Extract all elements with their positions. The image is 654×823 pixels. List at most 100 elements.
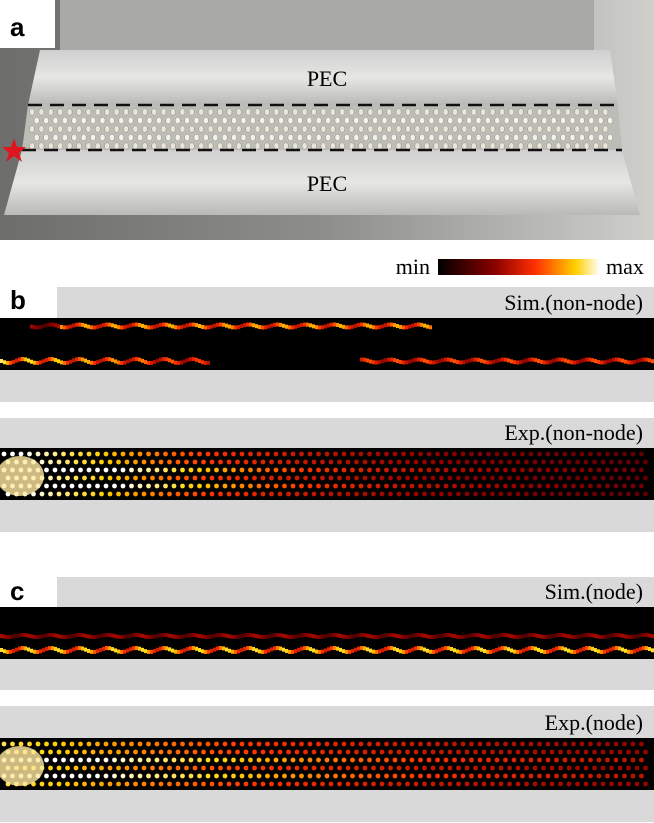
field-spot bbox=[189, 633, 192, 638]
field-spot bbox=[513, 649, 516, 654]
field-spot bbox=[358, 741, 364, 747]
field-spot bbox=[248, 757, 253, 763]
field-spot bbox=[405, 649, 408, 654]
rod bbox=[250, 116, 256, 125]
rod bbox=[452, 142, 458, 150]
field-spot bbox=[618, 633, 621, 638]
field-spot bbox=[72, 358, 75, 363]
rod bbox=[499, 125, 505, 133]
field-spot bbox=[218, 781, 223, 787]
field-spot bbox=[320, 459, 325, 465]
field-spot bbox=[366, 358, 369, 363]
field-spot bbox=[214, 773, 219, 779]
field-spot bbox=[546, 634, 549, 639]
field-spot bbox=[42, 648, 45, 653]
field-spot bbox=[358, 467, 364, 473]
rod bbox=[57, 142, 64, 150]
field-spot bbox=[112, 741, 117, 747]
rod bbox=[423, 142, 430, 150]
field-spot bbox=[456, 749, 461, 755]
field-spot bbox=[520, 483, 525, 489]
field-spot bbox=[600, 749, 606, 755]
field-spot bbox=[566, 491, 572, 497]
rod bbox=[71, 116, 78, 125]
rod bbox=[311, 108, 317, 116]
field-spot bbox=[288, 325, 291, 330]
field-spot bbox=[439, 475, 444, 481]
field-spot bbox=[435, 483, 440, 489]
rod bbox=[193, 116, 200, 125]
field-spot bbox=[222, 322, 225, 327]
field-spot bbox=[96, 324, 99, 329]
field-spot bbox=[320, 765, 325, 771]
field-spot bbox=[411, 633, 414, 638]
field-spot bbox=[248, 467, 253, 473]
field-spot bbox=[477, 483, 483, 489]
field-spot bbox=[133, 491, 138, 497]
rod bbox=[517, 108, 524, 116]
rod bbox=[329, 108, 336, 116]
field-spot bbox=[534, 646, 537, 651]
rod bbox=[574, 142, 581, 150]
field-spot bbox=[294, 475, 300, 481]
field-spot bbox=[184, 459, 189, 465]
field-spot bbox=[243, 323, 246, 328]
rod bbox=[569, 133, 576, 142]
field-spot bbox=[423, 358, 426, 363]
field-spot bbox=[531, 633, 534, 638]
field-spot bbox=[597, 634, 600, 639]
field-spot bbox=[426, 773, 432, 779]
field-spot bbox=[545, 741, 551, 747]
field-spot bbox=[503, 773, 508, 779]
field-spot bbox=[583, 475, 589, 481]
field-spot bbox=[201, 324, 204, 329]
rod bbox=[80, 133, 87, 142]
rod bbox=[414, 125, 421, 133]
field-spot bbox=[231, 634, 234, 639]
field-spot bbox=[333, 646, 336, 651]
field-spot bbox=[82, 749, 87, 755]
rod bbox=[254, 142, 261, 150]
field-spot bbox=[507, 475, 512, 481]
field-spot bbox=[27, 647, 30, 652]
field-spot bbox=[600, 781, 606, 787]
field-spot bbox=[369, 634, 372, 639]
field-spot bbox=[137, 467, 143, 473]
field-spot bbox=[567, 648, 570, 653]
field-spot bbox=[392, 483, 398, 489]
field-spot bbox=[120, 360, 123, 365]
field-spot bbox=[617, 491, 623, 497]
field-spot bbox=[571, 741, 576, 747]
field-spot bbox=[520, 773, 525, 779]
field-spot bbox=[132, 322, 135, 327]
field-spot bbox=[252, 323, 255, 328]
field-spot bbox=[592, 475, 597, 481]
rod bbox=[268, 116, 275, 125]
field-spot bbox=[540, 649, 543, 654]
field-spot bbox=[282, 451, 287, 457]
field-spot bbox=[480, 647, 483, 652]
field-spot bbox=[282, 741, 287, 747]
field-spot bbox=[447, 475, 453, 481]
field-spot bbox=[72, 633, 75, 638]
field-spot bbox=[311, 781, 317, 787]
field-spot bbox=[167, 491, 172, 497]
field-spot bbox=[558, 765, 563, 771]
rod bbox=[179, 108, 186, 116]
field-spot bbox=[354, 459, 359, 465]
rod bbox=[273, 142, 280, 150]
field-spot bbox=[481, 749, 487, 755]
rod bbox=[80, 116, 87, 125]
field-spot bbox=[258, 649, 261, 654]
field-spot bbox=[633, 634, 636, 639]
field-spot bbox=[218, 491, 223, 497]
field-spot bbox=[156, 323, 159, 328]
map-title: Exp.(non-node) bbox=[504, 420, 643, 445]
field-spot bbox=[579, 451, 585, 457]
field-spot bbox=[222, 757, 228, 763]
rod bbox=[508, 108, 515, 116]
rod bbox=[231, 116, 237, 125]
field-spot bbox=[566, 781, 572, 787]
field-spot bbox=[630, 649, 633, 654]
field-spot bbox=[112, 467, 117, 473]
